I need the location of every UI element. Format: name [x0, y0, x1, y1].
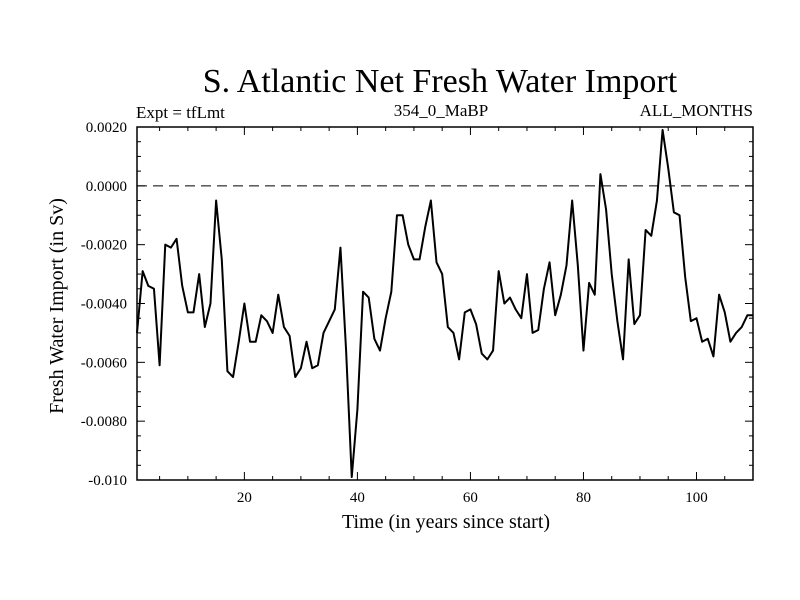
y-axis: -0.010 -0.0080 -0.0060 -0.0040 -0.0020 0.0000… [81, 120, 753, 489]
y-tick-label: -0.0060 [81, 355, 127, 371]
y-tick-label: 0.0020 [86, 120, 127, 136]
y-tick-label: -0.0020 [81, 238, 127, 254]
x-tick-label: 40 [350, 490, 365, 506]
y-tick-label: 0.0000 [86, 179, 127, 195]
x-tick-label: 100 [685, 490, 708, 506]
y-tick-label: -0.010 [88, 473, 127, 489]
period-label: 354_0_MaBP [394, 101, 488, 120]
x-tick-label: 80 [576, 490, 591, 506]
data-series-line [136, 128, 753, 479]
x-tick-label: 60 [463, 490, 478, 506]
chart-title: S. Atlantic Net Fresh Water Import [203, 63, 678, 100]
x-tick-label: 20 [237, 490, 252, 506]
months-label: ALL_MONTHS [640, 101, 753, 120]
x-axis-label: Time (in years since start) [342, 511, 550, 533]
experiment-label: Expt = tfLmt [136, 103, 225, 122]
y-tick-label: -0.0080 [81, 414, 127, 430]
x-axis: 20 40 60 80 100 [159, 127, 754, 506]
y-axis-label: Fresh Water Import (in Sv) [46, 198, 68, 414]
y-tick-label: -0.0040 [81, 297, 127, 313]
